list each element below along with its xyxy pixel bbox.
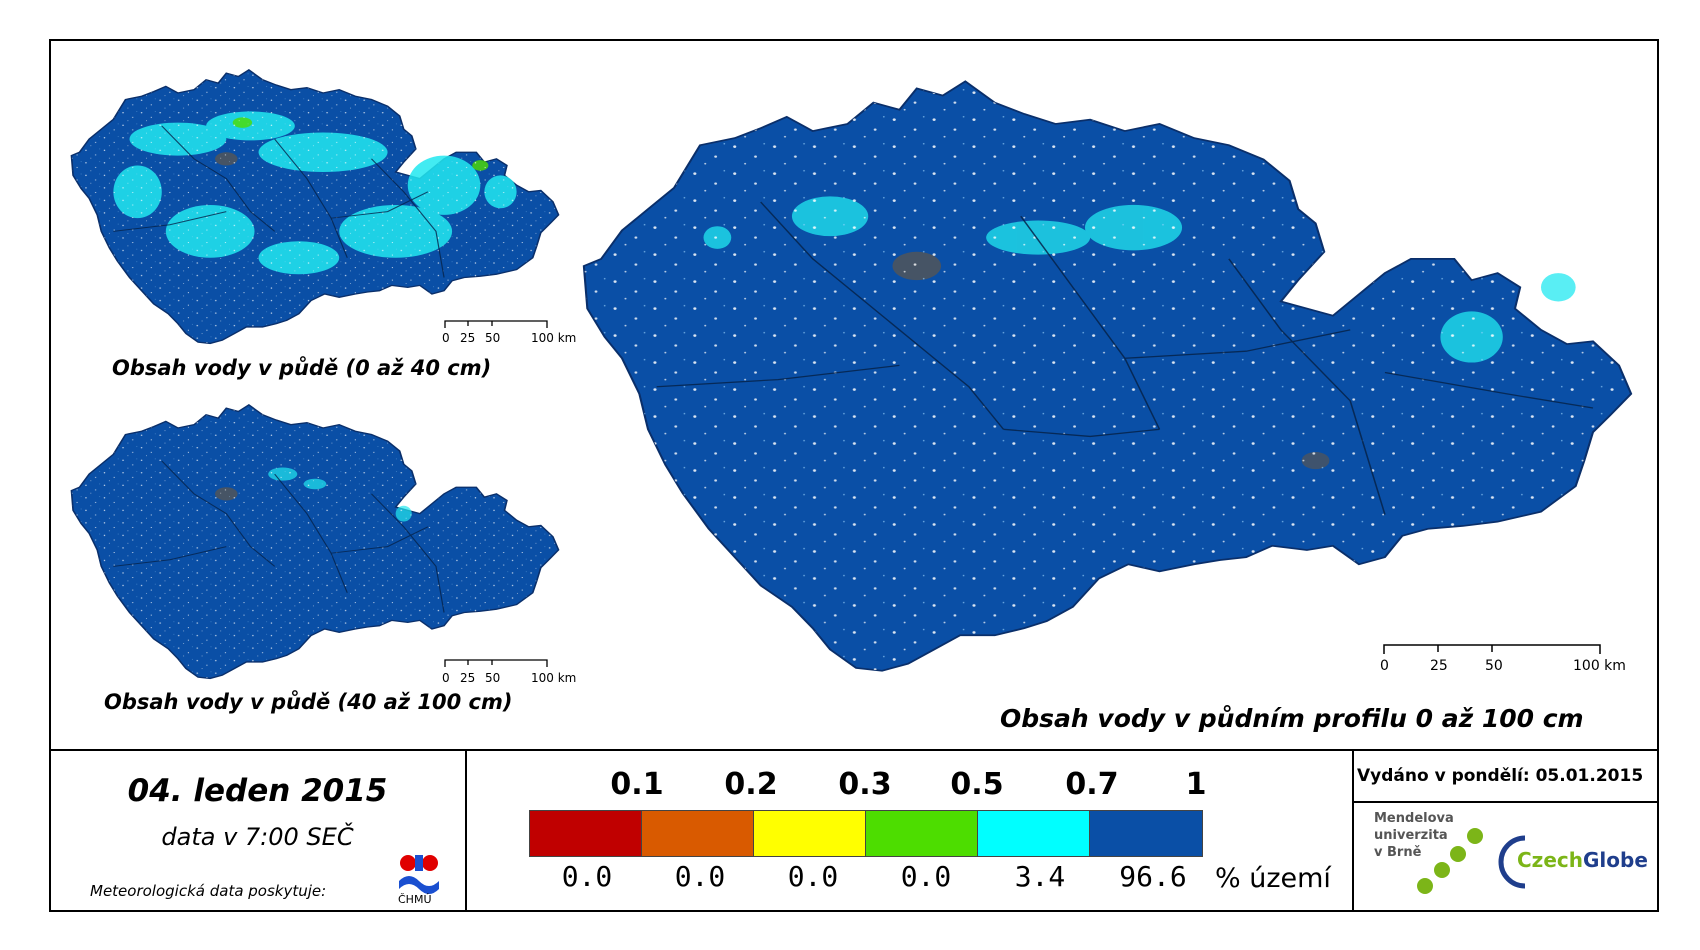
scale-label-0: 0 <box>1380 658 1389 674</box>
percent-6: 96.6 <box>1119 860 1187 893</box>
percent-4: 0.0 <box>900 860 952 893</box>
percent-5: 3.4 <box>1014 860 1066 893</box>
mendel-line-3: v Brně <box>1374 845 1422 860</box>
scale-label-50: 50 <box>1485 658 1503 674</box>
scale-label-50: 50 <box>485 331 501 345</box>
issued-divider <box>1352 801 1659 803</box>
footer-divider <box>49 749 1659 751</box>
czechglobe-logo-text: CzechGlobe <box>1517 848 1648 872</box>
percent-2: 0.0 <box>674 860 726 893</box>
legend-swatch-1 <box>530 811 642 856</box>
scale-label-0: 0 <box>442 671 450 685</box>
czechglobe-text-b: Globe <box>1582 848 1648 872</box>
scale-bar-top <box>444 320 548 328</box>
issued-date: Vydáno v pondělí: 05.01.2015 <box>1357 766 1644 786</box>
legend-swatch-6 <box>1090 811 1202 856</box>
date-subtitle: data v 7:00 SEČ <box>161 823 354 851</box>
threshold-5: 0.7 <box>1065 767 1119 802</box>
percent-unit: % území <box>1215 863 1331 894</box>
threshold-2: 0.2 <box>724 767 778 802</box>
map-frame <box>49 39 1659 912</box>
percent-1: 0.0 <box>561 860 613 893</box>
mendel-line-2: univerzita <box>1374 828 1448 843</box>
legend-swatch-2 <box>642 811 754 856</box>
legend-swatch-4 <box>866 811 978 856</box>
mendel-line-1: Mendelova <box>1374 811 1454 826</box>
mendel-logo-text: Mendelova univerzita v Brně <box>1374 810 1454 861</box>
scale-label-0: 0 <box>442 331 450 345</box>
map-main-title: Obsah vody v půdním profilu 0 až 100 cm <box>1000 704 1584 733</box>
mendel-logo-dots <box>1417 828 1483 894</box>
map-topsoil-title: Obsah vody v půdě (0 až 40 cm) <box>112 356 492 380</box>
scale-label-50: 50 <box>485 671 501 685</box>
provider-label: Meteorologická data poskytuje: <box>90 882 327 900</box>
scale-label-100: 100 km <box>1573 658 1626 674</box>
czechglobe-logo <box>1498 835 1526 889</box>
scale-bar-bottom <box>444 659 548 667</box>
threshold-3: 0.3 <box>838 767 892 802</box>
legend-swatch-3 <box>754 811 866 856</box>
scale-label-25: 25 <box>460 671 476 685</box>
scale-label-25: 25 <box>460 331 476 345</box>
scale-label-25: 25 <box>1430 658 1448 674</box>
legend-color-bar <box>529 810 1203 857</box>
scale-bar-main <box>1383 644 1601 654</box>
threshold-6: 1 <box>1185 767 1207 802</box>
footer-divider-right <box>1352 749 1354 912</box>
footer-divider-left <box>465 749 467 912</box>
map-main-profile <box>582 80 1633 672</box>
chmu-logo <box>399 855 439 894</box>
map-topsoil <box>70 69 560 345</box>
threshold-1: 0.1 <box>610 767 664 802</box>
map-subsoil <box>70 404 560 680</box>
percent-3: 0.0 <box>787 860 839 893</box>
threshold-4: 0.5 <box>950 767 1004 802</box>
scale-label-100: 100 km <box>531 331 577 345</box>
date-title: 04. leden 2015 <box>127 773 388 809</box>
legend-swatch-5 <box>978 811 1090 856</box>
scale-label-100: 100 km <box>531 671 577 685</box>
map-subsoil-title: Obsah vody v půdě (40 až 100 cm) <box>104 690 513 714</box>
chmu-logo-text: ČHMÚ <box>398 893 432 906</box>
czechglobe-text-a: Czech <box>1517 848 1583 872</box>
